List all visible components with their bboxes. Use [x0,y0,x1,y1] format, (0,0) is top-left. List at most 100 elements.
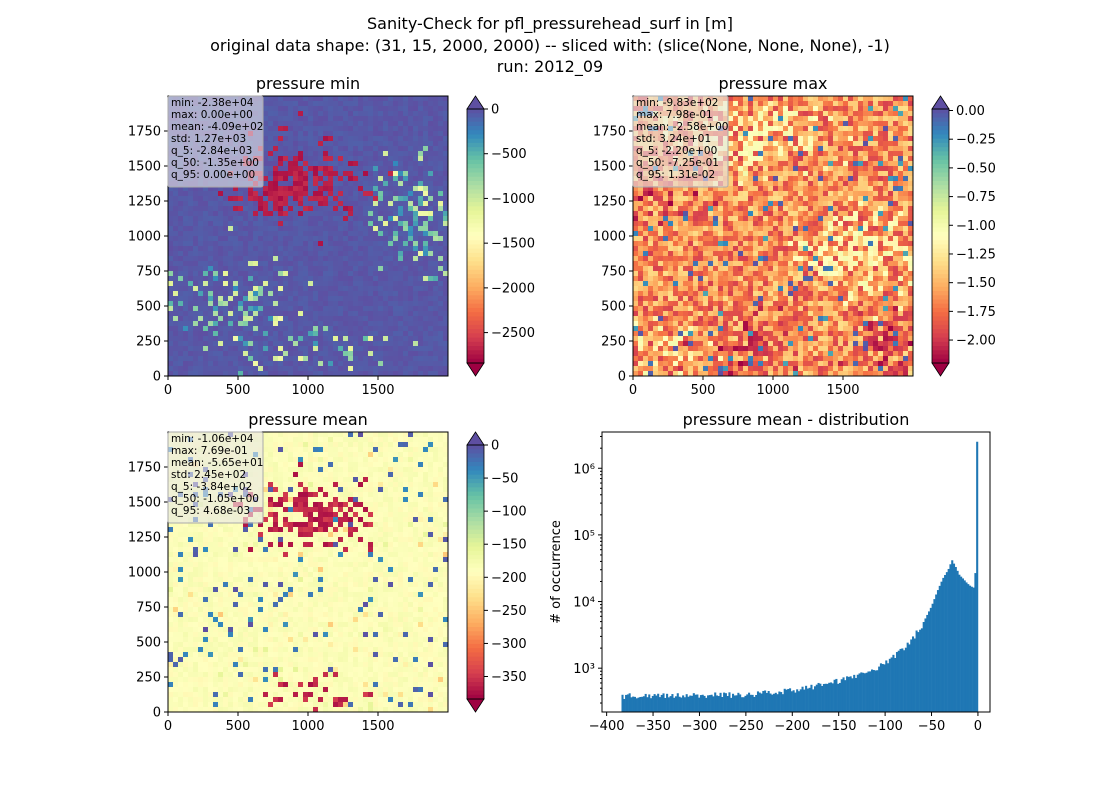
heatmap-cell [213,326,218,331]
heatmap-cell [388,351,393,356]
heatmap-cell [853,166,858,171]
heatmap-cell [733,191,738,196]
heatmap-cell [393,121,398,126]
heatmap-cell [303,281,308,286]
heatmap-cell [283,246,288,251]
heatmap-cell [298,151,303,156]
heatmap-cell [388,336,393,341]
heatmap-cell [798,241,803,246]
heatmap-cell [428,351,433,356]
heatmap-cell [278,261,283,266]
heatmap-cell [308,201,313,206]
heatmap-cell [278,151,283,156]
heatmap-cell [748,196,753,201]
heatmap-cell [233,226,238,231]
heatmap-cell [358,106,363,111]
heatmap-cell [213,366,218,371]
heatmap-cell [188,201,193,206]
heatmap-cell [368,96,373,101]
heatmap-cell [888,186,893,191]
heatmap-cell [693,246,698,251]
heatmap-cell [838,116,843,121]
heatmap-cell [203,306,208,311]
heatmap-cell [408,366,413,371]
heatmap-cell [208,206,213,211]
heatmap-cell [743,206,748,211]
heatmap-cell [813,126,818,131]
heatmap-cell [268,336,273,341]
heatmap-cell [853,196,858,201]
heatmap-cell [208,291,213,296]
heatmap-cell [263,366,268,371]
heatmap-cell [343,171,348,176]
heatmap-cell [303,171,308,176]
heatmap-cell [408,291,413,296]
heatmap-cell [188,191,193,196]
heatmap-cell [268,326,273,331]
heatmap-cell [178,331,183,336]
heatmap-cell [723,221,728,226]
heatmap-cell [268,321,273,326]
heatmap-cell [398,126,403,131]
heatmap-cell [793,111,798,116]
heatmap-cell [288,346,293,351]
heatmap-cell [793,241,798,246]
heatmap-cell [728,126,733,131]
heatmap-cell [358,201,363,206]
heatmap-cell [438,121,443,126]
heatmap-cell [183,256,188,261]
heatmap-cell [333,176,338,181]
heatmap-cell [763,111,768,116]
heatmap-cell [868,101,873,106]
heatmap-cell [868,156,873,161]
colorbar-segment [467,147,484,152]
heatmap-cell [178,196,183,201]
heatmap-cell [218,356,223,361]
heatmap-cell [888,236,893,241]
heatmap-cell [298,361,303,366]
heatmap-cell [303,331,308,336]
heatmap-cell [268,351,273,356]
heatmap-cell [193,296,198,301]
heatmap-cell [313,191,318,196]
heatmap-cell [373,141,378,146]
colorbar-segment [467,308,484,313]
heatmap-cell [843,171,848,176]
heatmap-cell [698,246,703,251]
heatmap-cell [258,351,263,356]
heatmap-cell [253,291,258,296]
heatmap-cell [838,131,843,136]
heatmap-cell [263,301,268,306]
heatmap-cell [748,141,753,146]
heatmap-cell [413,201,418,206]
heatmap-cell [788,126,793,131]
heatmap-cell [233,211,238,216]
heatmap-cell [323,111,328,116]
heatmap-cell [228,201,233,206]
heatmap-cell [283,171,288,176]
heatmap-cell [378,336,383,341]
heatmap-cell [268,236,273,241]
heatmap-cell [313,246,318,251]
heatmap-cell [293,301,298,306]
heatmap-cell [403,276,408,281]
heatmap-cell [198,231,203,236]
heatmap-cell [228,271,233,276]
heatmap-cell [408,336,413,341]
heatmap-cell [313,196,318,201]
heatmap-cell [838,151,843,156]
heatmap-cell [438,301,443,306]
heatmap-cell [298,336,303,341]
heatmap-cell [318,266,323,271]
heatmap-cell [328,166,333,171]
heatmap-cell [398,296,403,301]
heatmap-cell [663,216,668,221]
heatmap-cell [208,246,213,251]
heatmap-cell [898,116,903,121]
heatmap-cell [233,331,238,336]
heatmap-cell [728,161,733,166]
heatmap-cell [363,296,368,301]
heatmap-cell [633,246,638,251]
heatmap-cell [408,151,413,156]
